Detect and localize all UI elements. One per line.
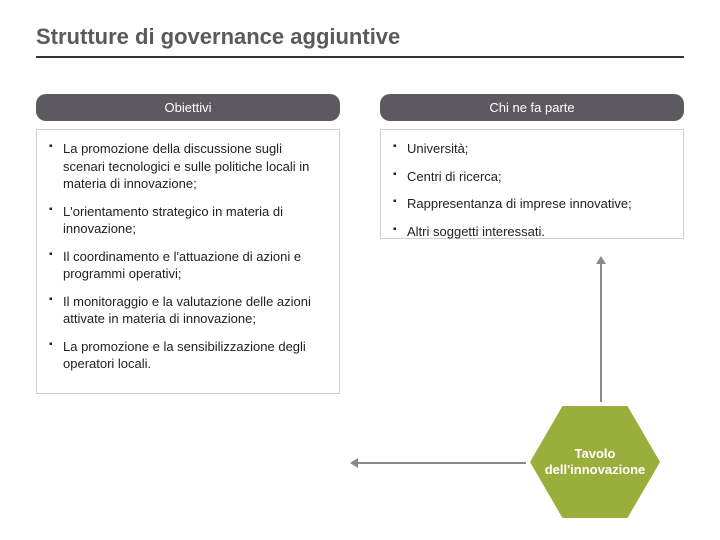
slide: Strutture di governance aggiuntive Obiet… [0,0,720,540]
col-obiettivi: Obiettivi La promozione della discussion… [36,94,340,394]
list-item: L'orientamento strategico in materia di … [49,203,327,238]
list-obiettivi: La promozione della discussione sugli sc… [49,140,327,373]
list-item: Università; [393,140,671,158]
box-obiettivi: La promozione della discussione sugli sc… [36,129,340,394]
hexagon-tavolo: Tavolo dell'innovazione [530,406,660,518]
list-item: Centri di ricerca; [393,168,671,186]
list-item: Il coordinamento e l'attuazione di azion… [49,248,327,283]
list-item: Altri soggetti interessati. [393,223,671,241]
list-item: Rappresentanza di imprese innovative; [393,195,671,213]
col-chi: Chi ne fa parte Università; Centri di ri… [380,94,684,394]
columns-wrap: Obiettivi La promozione della discussion… [36,94,684,394]
list-item: La promozione e la sensibilizzazione deg… [49,338,327,373]
hex-wrap: Tavolo dell'innovazione [440,388,660,518]
list-item: La promozione della discussione sugli sc… [49,140,327,193]
list-chi: Università; Centri di ricerca; Rappresen… [393,140,671,240]
header-obiettivi: Obiettivi [36,94,340,121]
list-item: Il monitoraggio e la valutazione delle a… [49,293,327,328]
header-chi: Chi ne fa parte [380,94,684,121]
box-chi: Università; Centri di ricerca; Rappresen… [380,129,684,239]
arrow-up-icon [600,262,602,402]
arrow-left-icon [356,462,526,464]
title-rule [36,56,684,58]
page-title: Strutture di governance aggiuntive [36,24,684,50]
hex-label: Tavolo dell'innovazione [540,446,650,479]
